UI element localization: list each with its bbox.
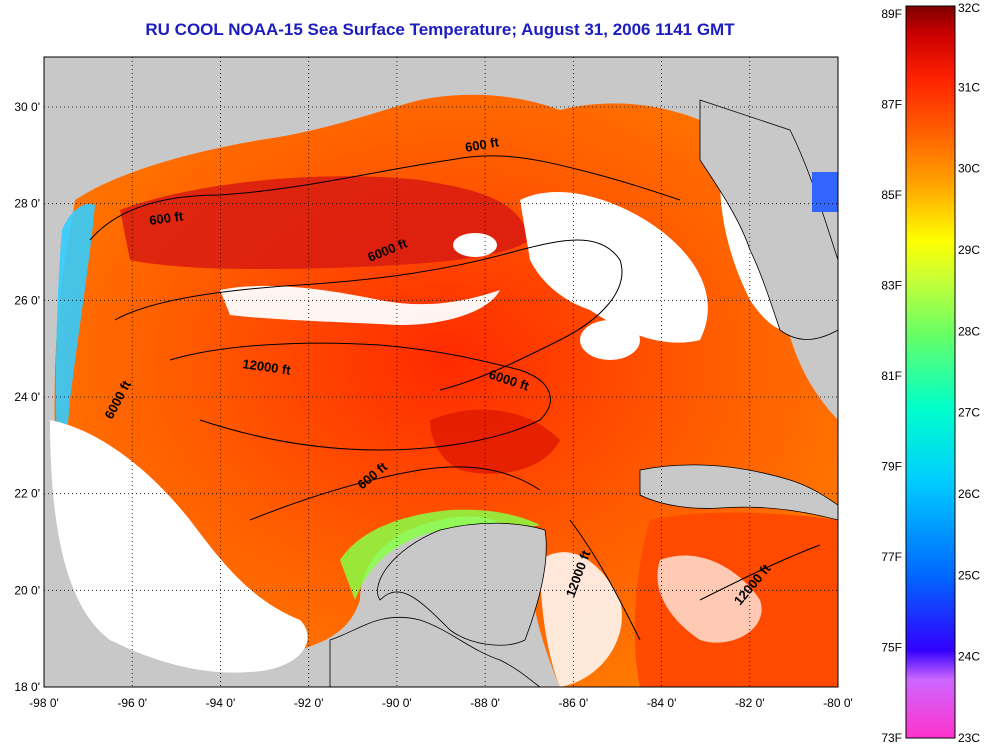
colorbar-celsius-label: 23C	[958, 731, 980, 745]
cloud-central	[220, 285, 500, 325]
colorbar-celsius-label: 29C	[958, 243, 980, 257]
campeche-band	[340, 509, 540, 600]
colorbar	[905, 5, 956, 739]
warm-core	[120, 176, 530, 270]
cuba-land	[639, 464, 838, 521]
colorbar-fahrenheit-scale: 89F 87F 85F 83F 81F 79F 77F 75F 73F	[881, 7, 902, 745]
latitude-axis: 30 0' 28 0' 26 0' 24 0' 22 0' 20 0' 18 0'	[14, 100, 40, 694]
latitude-tick-label: 20 0'	[14, 583, 40, 597]
contour-600ft-south	[249, 466, 541, 521]
map-title: RU COOL NOAA-15 Sea Surface Temperature;…	[145, 20, 735, 39]
longitude-axis: -98 0' -96 0' -94 0' -92 0' -90 0' -88 0' -86 …	[29, 696, 853, 710]
colorbar-fahrenheit-label: 81F	[881, 369, 902, 383]
longitude-tick-label: -94 0'	[206, 696, 236, 710]
florida-land	[699, 99, 838, 340]
atlantic-cool	[812, 172, 838, 212]
colorbar-celsius-label: 25C	[958, 568, 980, 582]
colorbar-fahrenheit-label: 75F	[881, 641, 902, 655]
colorbar-celsius-label: 24C	[958, 650, 980, 664]
contour-600ft-north	[89, 155, 681, 241]
colorbar-fahrenheit-label: 83F	[881, 279, 902, 293]
longitude-tick-label: -90 0'	[382, 696, 412, 710]
longitude-tick-label: -88 0'	[470, 696, 500, 710]
colorbar-celsius-label: 30C	[958, 162, 980, 176]
longitude-tick-label: -86 0'	[559, 696, 589, 710]
colorbar-fahrenheit-label: 87F	[881, 98, 902, 112]
colorbar-fahrenheit-label: 89F	[881, 7, 902, 21]
longitude-tick-label: -80 0'	[823, 696, 853, 710]
contour-6000ft	[114, 239, 623, 391]
colorbar-fahrenheit-label: 79F	[881, 460, 902, 474]
colorbar-celsius-label: 31C	[958, 80, 980, 94]
plot-frame	[43, 56, 839, 688]
contour-label: 600 ft	[464, 134, 501, 155]
contour-caribbean	[569, 519, 821, 641]
colorbar-celsius-label: 32C	[958, 1, 980, 15]
colorbar-fahrenheit-label: 85F	[881, 188, 902, 202]
colorbar-celsius-label: 26C	[958, 487, 980, 501]
mexico-south-land	[329, 616, 541, 687]
latitude-tick-label: 28 0'	[14, 197, 40, 211]
latitude-tick-label: 18 0'	[14, 680, 40, 694]
colorbar-celsius-label: 27C	[958, 406, 980, 420]
contour-12000ft	[169, 342, 551, 451]
cloud-yucatan	[540, 552, 622, 687]
longitude-tick-label: -96 0'	[117, 696, 147, 710]
graticule	[44, 57, 838, 687]
longitude-tick-label: -82 0'	[735, 696, 765, 710]
colorbar-fahrenheit-label: 77F	[881, 550, 902, 564]
cloud-patch	[453, 233, 497, 257]
longitude-tick-label: -92 0'	[294, 696, 324, 710]
latitude-tick-label: 22 0'	[14, 487, 40, 501]
cloud-patch-2	[580, 320, 640, 360]
yucatan-land	[377, 522, 547, 646]
colorbar-celsius-scale: 32C 31C 30C 29C 28C 27C 26C 25C 24C 23C	[958, 1, 980, 745]
longitude-tick-label: -84 0'	[647, 696, 677, 710]
cloud-east	[520, 191, 708, 343]
latitude-tick-label: 26 0'	[14, 293, 40, 307]
cloud-sw	[50, 420, 308, 673]
caribbean-clouds	[657, 555, 762, 643]
latitude-tick-label: 30 0'	[14, 100, 40, 114]
contour-label: 12000 ft	[242, 356, 293, 378]
colorbar-celsius-label: 28C	[958, 324, 980, 338]
west-coastal-band	[55, 203, 95, 472]
colorbar-fahrenheit-label: 73F	[881, 731, 902, 745]
latitude-tick-label: 24 0'	[14, 390, 40, 404]
contour-label: 600 ft	[148, 208, 184, 228]
longitude-tick-label: -98 0'	[29, 696, 59, 710]
